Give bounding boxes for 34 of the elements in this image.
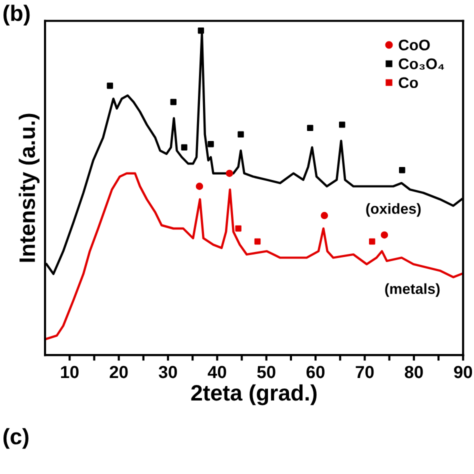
x-tick-label: 20	[110, 366, 128, 378]
x-tick-label: 30	[158, 366, 177, 378]
point	[226, 170, 234, 177]
point	[181, 144, 188, 150]
point	[399, 166, 406, 174]
x-tick-label: 10	[61, 366, 79, 378]
annotation: (metals)	[385, 283, 440, 297]
annotation: (oxides)	[366, 203, 421, 217]
point	[196, 182, 204, 190]
point	[238, 131, 244, 138]
legend-label: CoO	[398, 40, 430, 50]
y-axis-title: Intensity (a.u.)	[18, 114, 40, 262]
x-tick-label: 60	[306, 366, 324, 378]
legend-label: Co	[398, 77, 418, 88]
point	[208, 141, 214, 148]
legend-label: Co₃O₄	[398, 58, 444, 70]
x-tick-label: 90	[454, 366, 472, 378]
point	[235, 225, 242, 232]
point	[198, 27, 204, 34]
point	[307, 124, 314, 132]
text: (c)	[3, 428, 28, 449]
x-tick-label: 70	[356, 366, 374, 378]
x-tick-label: 40	[208, 366, 226, 378]
point	[254, 238, 261, 245]
x-tick-label: 50	[257, 366, 276, 378]
point	[170, 98, 176, 106]
point	[369, 238, 376, 245]
x-tick-label: 80	[404, 366, 423, 378]
point	[339, 122, 346, 128]
point	[106, 82, 114, 89]
x-axis-title: 2teta (grad.)	[191, 384, 317, 406]
chart-title: (b)	[3, 4, 30, 26]
point	[380, 231, 388, 239]
point	[320, 212, 328, 220]
